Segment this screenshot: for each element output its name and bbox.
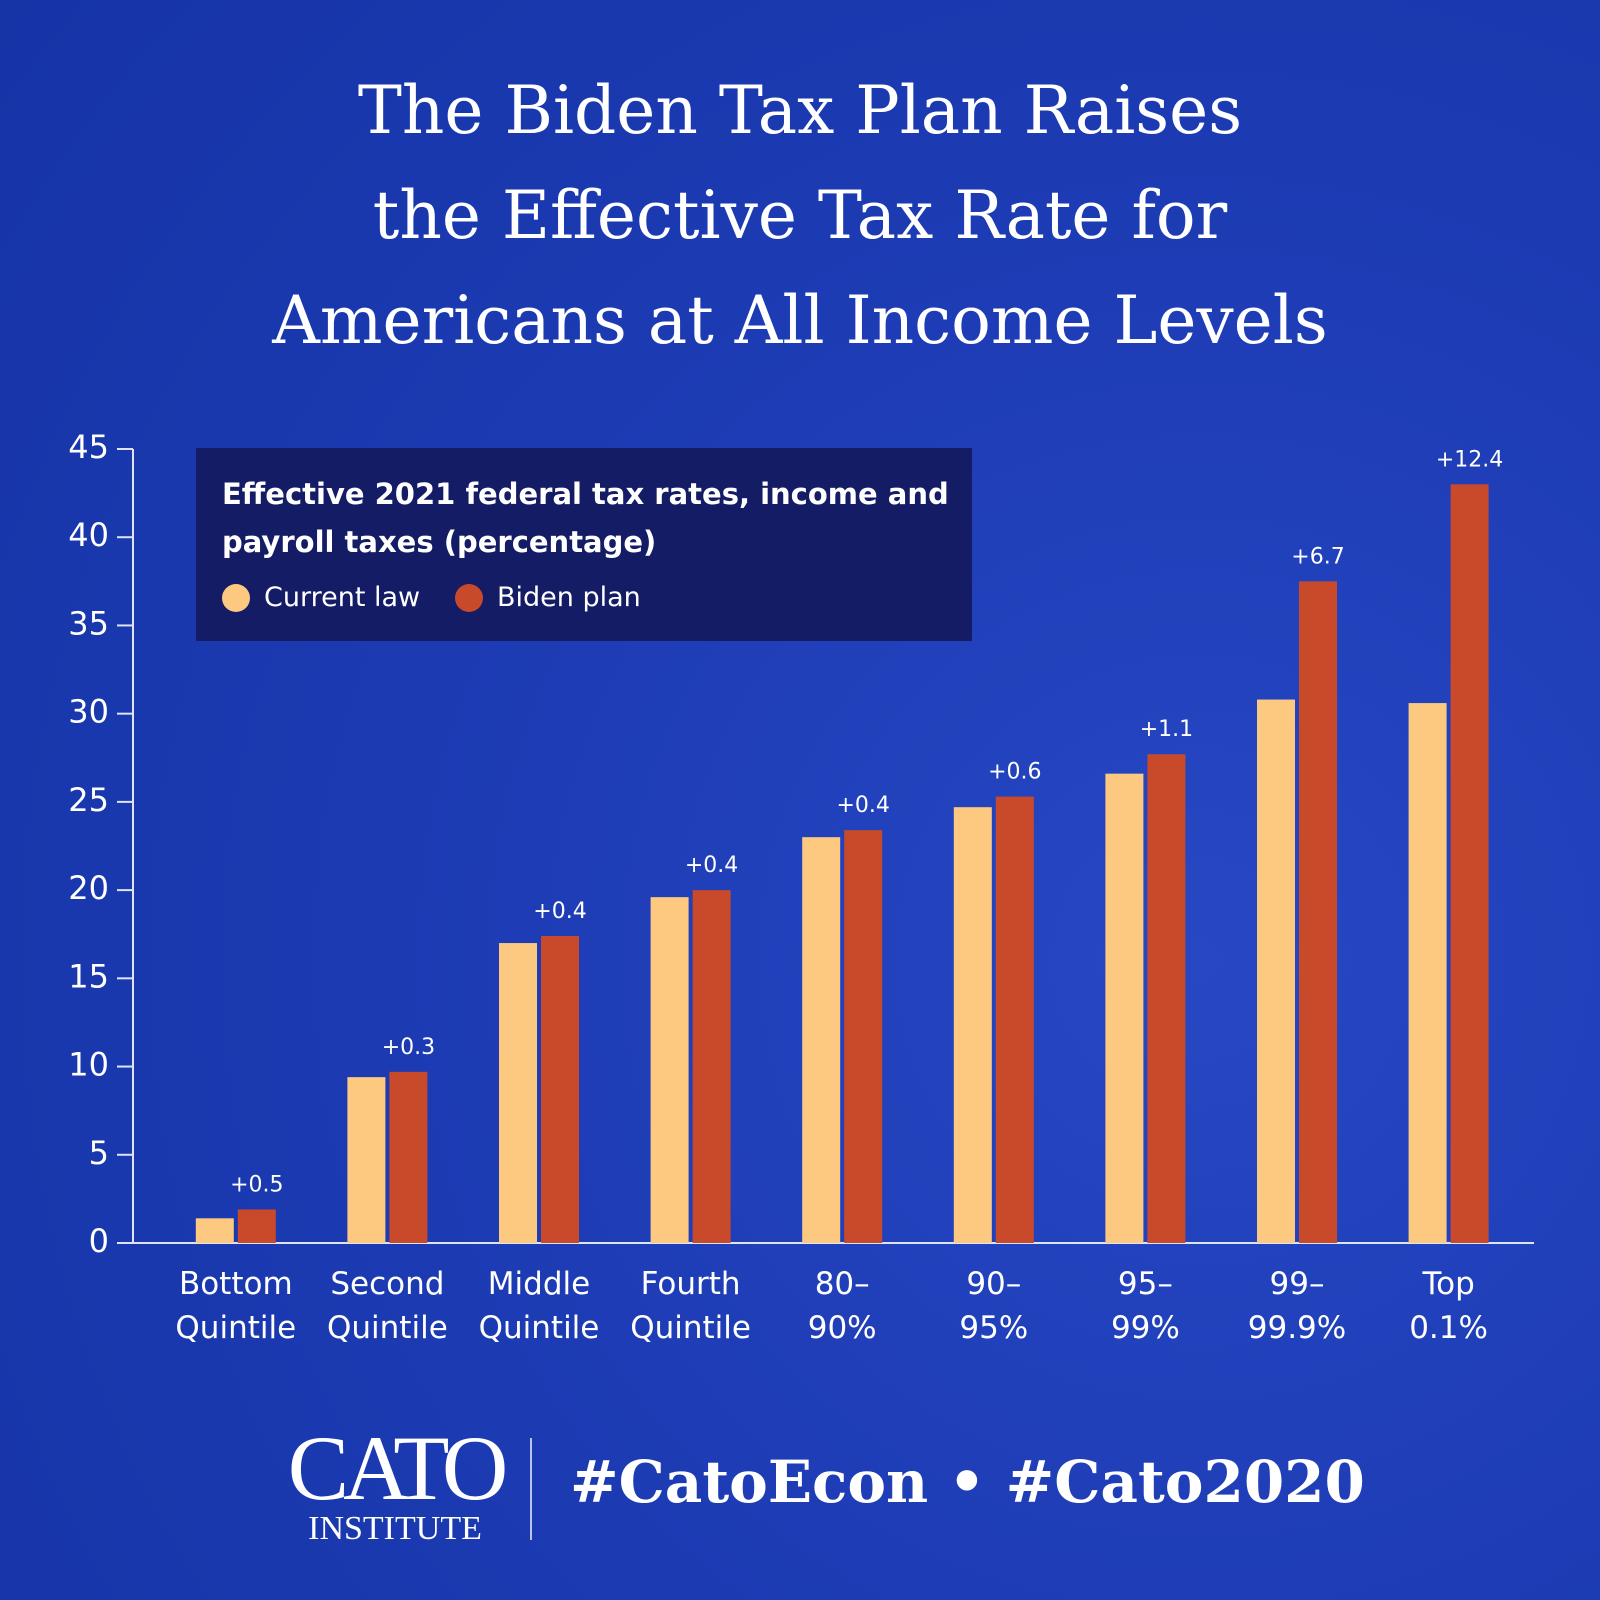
x-tick-label: 99– 99.9% <box>1247 1266 1347 1346</box>
bar <box>844 830 883 1243</box>
bar <box>1105 773 1144 1243</box>
bar <box>1299 581 1337 1243</box>
x-tick-label: Fourth Quintile <box>630 1266 751 1346</box>
y-tick-label: 15 <box>68 957 109 995</box>
bar <box>499 943 537 1243</box>
legend-title: Effective 2021 federal tax rates, income… <box>222 477 949 559</box>
logo-subtext: INSTITUTE <box>308 1510 482 1547</box>
bar-annotation: +0.4 <box>685 853 738 878</box>
y-tick-label: 35 <box>68 604 109 642</box>
y-tick-label: 0 <box>89 1222 109 1260</box>
bar <box>1147 754 1186 1243</box>
y-tick-label: 40 <box>68 516 109 554</box>
legend-item: Current law <box>222 582 420 613</box>
x-tick-label: Second Quintile <box>327 1266 448 1346</box>
bar <box>650 897 689 1243</box>
y-tick-label: 5 <box>89 1134 109 1172</box>
x-tick-label: Bottom Quintile <box>175 1266 297 1346</box>
x-tick-label: Middle Quintile <box>478 1266 600 1346</box>
bar-annotation: +1.1 <box>1140 717 1193 742</box>
x-tick-label: 80– 90% <box>807 1266 877 1346</box>
bar-annotation: +0.6 <box>988 760 1041 785</box>
bar <box>1257 699 1295 1243</box>
bar <box>195 1218 234 1243</box>
bar <box>237 1209 276 1243</box>
bar <box>389 1071 428 1243</box>
bar <box>1450 484 1489 1243</box>
x-tick-label: Top 0.1% <box>1409 1266 1488 1346</box>
bar-annotation: +0.5 <box>230 1172 283 1197</box>
legend-swatch <box>455 583 483 612</box>
bar <box>953 807 992 1243</box>
hashtags: #CatoEcon • #Cato2020 <box>570 1448 1365 1516</box>
logo: CATO INSTITUTE <box>285 1417 509 1547</box>
logo-text: CATO <box>287 1417 509 1519</box>
y-tick-label: 25 <box>68 781 109 819</box>
x-tick-label: 90– 95% <box>959 1266 1029 1346</box>
y-tick-label: 45 <box>68 428 109 466</box>
bar-annotation: +12.4 <box>1436 447 1503 472</box>
bar-annotation: +0.3 <box>382 1035 435 1060</box>
bar <box>1408 703 1447 1243</box>
legend: Effective 2021 federal tax rates, income… <box>196 448 972 641</box>
bar <box>692 890 731 1243</box>
bar-annotation: +0.4 <box>533 899 586 924</box>
bar <box>541 935 579 1243</box>
chart-title: The Biden Tax Plan Raises the Effective … <box>272 72 1328 359</box>
bar <box>995 796 1034 1243</box>
y-tick-label: 10 <box>68 1046 109 1084</box>
bar-annotation: +0.4 <box>836 793 889 818</box>
y-tick-label: 20 <box>68 869 109 907</box>
legend-label: Biden plan <box>497 582 641 613</box>
bar <box>347 1077 386 1243</box>
legend-swatch <box>222 583 250 612</box>
separator <box>530 1438 532 1540</box>
x-tick-label: 95– 99% <box>1110 1266 1180 1346</box>
legend-item: Biden plan <box>455 582 641 613</box>
bar <box>802 837 841 1243</box>
y-tick-label: 30 <box>68 693 109 731</box>
legend-label: Current law <box>264 582 421 613</box>
bar-annotation: +6.7 <box>1291 544 1344 569</box>
